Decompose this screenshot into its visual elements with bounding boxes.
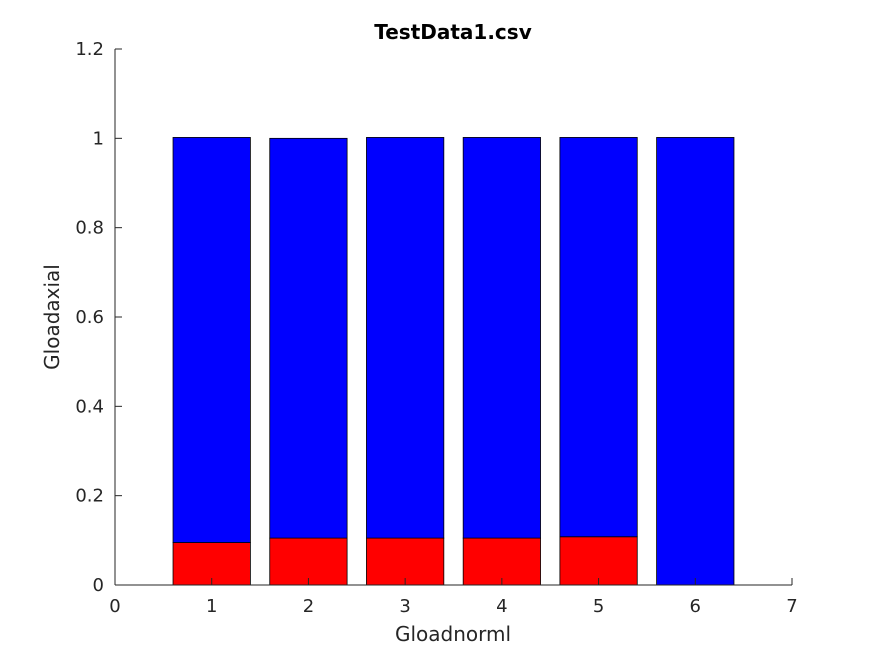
x-tick-label: 2 (303, 596, 314, 617)
bar-4-segment-1 (462, 537, 541, 586)
bar-3-segment-2 (366, 137, 445, 539)
y-tick-label: 0.2 (75, 486, 104, 507)
y-tick-label: 0 (93, 575, 104, 596)
x-tick-label: 3 (399, 596, 410, 617)
y-tick-label: 0.6 (75, 307, 104, 328)
x-tick-label: 7 (786, 596, 797, 617)
y-axis-label: Gloadaxial (40, 264, 64, 370)
y-tick-label: 1 (93, 128, 104, 149)
bar-2-segment-2 (269, 137, 348, 539)
ticks-group: 0 1 2 3 4 5 6 7 0 0.2 0.4 0.6 0.8 1 1.2 (75, 39, 797, 617)
bar-1-segment-1 (172, 542, 251, 586)
bar-3-segment-1 (366, 537, 445, 586)
x-tick-label: 6 (690, 596, 701, 617)
bars-group (172, 137, 735, 586)
x-tick-label: 1 (206, 596, 217, 617)
y-tick-label: 0.4 (75, 396, 104, 417)
bar-5-segment-1 (559, 536, 638, 586)
bar-6-segment-2 (656, 137, 735, 586)
bar-1-segment-2 (172, 137, 251, 543)
x-tick-label: 4 (496, 596, 507, 617)
chart-title: TestData1.csv (374, 20, 531, 44)
x-tick-label: 5 (593, 596, 604, 617)
y-tick-label: 0.8 (75, 218, 104, 239)
bar-2-segment-1 (269, 537, 348, 586)
bar-5-segment-2 (559, 137, 638, 538)
x-axis-label: Gloadnorml (395, 622, 511, 646)
y-tick-label: 1.2 (75, 39, 104, 60)
x-tick-label: 0 (109, 596, 120, 617)
bar-4-segment-2 (462, 137, 541, 539)
